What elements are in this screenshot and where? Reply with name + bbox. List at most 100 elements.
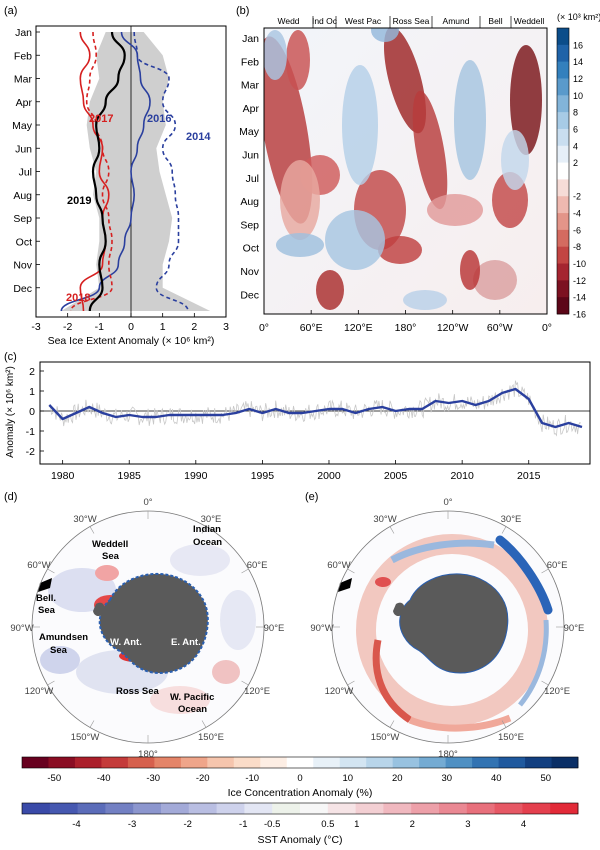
colorbar-cell (180, 757, 208, 768)
d-lon-label: 150°E (198, 732, 224, 743)
heatmap-patch (325, 210, 385, 270)
region-bell: Bell. (36, 593, 56, 604)
colorbar-cell (557, 213, 569, 231)
colorbar-tick-label: -12 (573, 276, 586, 286)
colorbar-cell (557, 112, 569, 130)
d-lon-label: 120°E (244, 686, 270, 697)
series-line-2019 (88, 31, 126, 312)
e-lon-tick (347, 680, 355, 686)
e-lon-tick (541, 680, 549, 686)
heatmap-patch (501, 130, 529, 190)
map-e-longitude-labels: 0° 30°E 60°E 90°E 120°E 150°E 180° 150°W 120°W 90… (310, 497, 584, 760)
colorbar-cell (557, 44, 569, 63)
colorbar-tick-label: 0 (297, 773, 302, 784)
colorbar-cell (300, 803, 329, 814)
e-lon-label: 60°W (327, 560, 350, 571)
colorbar-cell (154, 757, 182, 768)
heatmap-patch (316, 270, 344, 310)
colorbar-cell (557, 128, 569, 147)
e-lon-tick (501, 720, 507, 728)
d-lon-label: 30°E (201, 514, 222, 525)
colorbar-cell (525, 757, 552, 768)
e-lon-tick (501, 526, 507, 534)
colorbar-tick-label: -14 (573, 293, 586, 303)
colorbar-cell (327, 803, 356, 814)
month-label-dec: Dec (13, 283, 32, 295)
x-tick-label: 2 (191, 321, 197, 333)
sector-label: Ind Oc (312, 16, 338, 26)
year-label-2017: 2017 (89, 113, 113, 125)
heatmap-patch (264, 30, 287, 80)
b-x-tick-label: 120°E (344, 322, 373, 334)
colorbar-cell (383, 803, 412, 814)
colorbar-tick-label: -10 (245, 773, 259, 784)
month-label-mar: Mar (14, 74, 33, 86)
panel-a-label: (a) (4, 5, 17, 17)
colorbar-cell (22, 757, 49, 768)
heatmap-patch (460, 250, 480, 290)
x-tick-label: -1 (95, 321, 104, 333)
sector-label: Bell (488, 16, 502, 26)
region-w-ant: W. Ant. (110, 637, 142, 648)
colorbar-cell (244, 803, 273, 814)
colorbar-tick-label: -20 (196, 773, 210, 784)
sector-label: Weddell (514, 16, 545, 26)
panel-c-y-ticks: 2 1 0 -1 -2 (26, 366, 44, 458)
panel-e-label: (e) (305, 491, 318, 503)
b-x-tick-label: 0° (542, 322, 552, 334)
year-label-2016: 2016 (147, 113, 171, 125)
colorbar-cell (472, 757, 499, 768)
colorbar-cell (188, 803, 217, 814)
panel-c-label: (c) (4, 351, 17, 363)
region-amundsen: Amundsen (39, 632, 88, 643)
colorbar-cell (127, 757, 155, 768)
colorbar-cell (557, 280, 569, 298)
spread-band (61, 32, 211, 311)
e-lon-label: 30°W (373, 514, 396, 525)
c-x-tick-label: 1995 (251, 470, 275, 482)
region-w-pacific-ocean: Ocean (178, 704, 207, 715)
heatmap-patch (378, 236, 422, 264)
colorbar-tick-label: -30 (146, 773, 160, 784)
b-x-tick-label: 120°W (437, 322, 469, 334)
series-line-2016 (60, 31, 151, 312)
colorbar-cell (272, 803, 301, 814)
panel-b-label: (b) (236, 5, 249, 17)
e-lon-label: 90°E (564, 623, 585, 634)
colorbar-tick-label: 2 (573, 158, 578, 168)
colorbar-tick-label: -3 (128, 819, 136, 830)
b-month-label-nov: Nov (240, 266, 259, 278)
heatmap-patch (473, 260, 517, 300)
b-month-label-jan: Jan (242, 33, 259, 45)
region-amundsen-sea: Sea (50, 645, 68, 656)
colorbar-cell (216, 803, 245, 814)
d-lon-tick (89, 526, 95, 534)
colorbar-tick-label: -2 (183, 819, 191, 830)
map-d-region-labels: Weddell Sea Indian Ocean Bell. Sea W. An… (36, 524, 222, 715)
colorbar-tick-label: -4 (573, 209, 581, 219)
colorbar-tick-label: 12 (573, 74, 583, 84)
b-month-label-oct: Oct (243, 243, 259, 255)
colorbar-cell (557, 229, 569, 248)
map-d-antarctica (98, 572, 209, 674)
colorbar-tick-label: -4 (72, 819, 80, 830)
ice-colorbar: -50 -40 -30 -20 -10 0 10 20 30 40 50 Ice Concentra… (21, 756, 579, 799)
colorbar-cell (466, 803, 495, 814)
x-tick-label: -3 (31, 321, 40, 333)
b-month-label-sep: Sep (240, 219, 259, 231)
colorbar-tick-label: 2 (410, 819, 415, 830)
colorbar-tick-label: 20 (392, 773, 403, 784)
region-indian-ocean: Ocean (193, 537, 222, 548)
d-lon-label: 180° (138, 749, 158, 760)
colorbar-cell (557, 162, 569, 180)
d-lon-tick (201, 526, 207, 534)
panel-b-colorbar: 16 14 12 10 8 6 4 2 -2 -4 -6 -8 -10 -12 -14 -16 (556, 27, 586, 320)
heatmap-patch (286, 30, 310, 90)
e-lon-tick (389, 526, 395, 534)
colorbar-tick-label: 16 (573, 40, 583, 50)
month-label-jun: Jun (15, 143, 32, 155)
sst-colorbar-label: SST Anomaly (°C) (257, 834, 342, 846)
c-y-tick-label: -2 (26, 446, 35, 458)
colorbar-cell (133, 803, 162, 814)
colorbar-cell (557, 95, 569, 113)
